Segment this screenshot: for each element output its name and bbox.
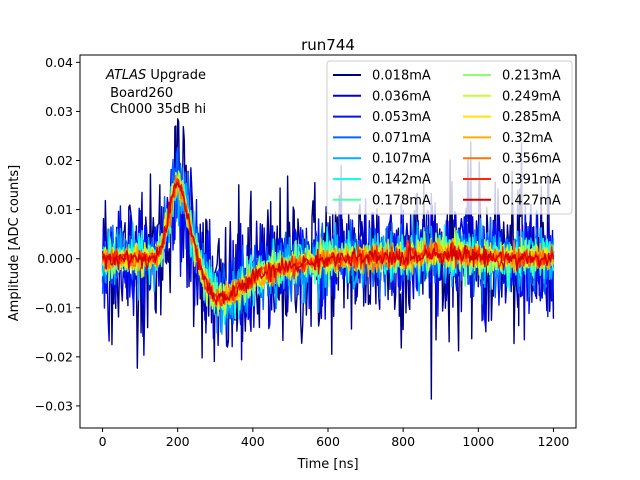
legend-item: 0.32mA bbox=[463, 131, 553, 146]
x-axis-label: Time [ns] bbox=[296, 457, 358, 472]
legend-label: 0.213mA bbox=[502, 69, 561, 84]
series-line-0.427mA bbox=[101, 181, 555, 306]
x-tick-label: 0 bbox=[99, 434, 107, 449]
y-axis-label: Amplitude [ADC counts] bbox=[7, 165, 22, 321]
annotation-atlas: ATLAS bbox=[105, 68, 146, 83]
legend-item: 0.053mA bbox=[333, 110, 431, 125]
y-tick-label: 0.02 bbox=[45, 153, 73, 168]
legend-label: 0.391mA bbox=[502, 173, 561, 188]
chart-title: run744 bbox=[301, 36, 355, 54]
legend-label: 0.107mA bbox=[372, 152, 431, 167]
legend-item: 0.036mA bbox=[333, 89, 431, 104]
legend-label: 0.018mA bbox=[372, 69, 431, 84]
legend-item: 0.107mA bbox=[333, 152, 431, 167]
x-tick-label: 1200 bbox=[538, 434, 570, 449]
y-tick-label: 0.04 bbox=[45, 55, 73, 70]
y-tick-label: −0.02 bbox=[35, 349, 73, 364]
x-tick-label: 600 bbox=[316, 434, 340, 449]
legend-item: 0.071mA bbox=[333, 131, 431, 146]
y-tick-label: 0.000 bbox=[37, 251, 73, 266]
legend-item: 0.427mA bbox=[463, 193, 561, 208]
legend-item: 0.178mA bbox=[333, 193, 431, 208]
annotation-upgrade: Upgrade bbox=[146, 68, 206, 83]
y-axis: −0.03 −0.02 −0.01 0.000 0.01 0.02 0.03 0.04 bbox=[35, 55, 80, 413]
legend-item: 0.249mA bbox=[463, 89, 561, 104]
atlas-annotation: ATLAS Upgrade Board260 Ch000 35dB hi bbox=[105, 68, 206, 117]
series-line-0.32mA bbox=[101, 179, 555, 308]
legend-label: 0.036mA bbox=[372, 89, 431, 104]
x-tick-label: 400 bbox=[241, 434, 265, 449]
legend-label: 0.249mA bbox=[502, 89, 561, 104]
annotation-line-2: Board260 bbox=[106, 86, 173, 101]
legend-label: 0.071mA bbox=[372, 131, 431, 146]
x-tick-label: 1000 bbox=[462, 434, 494, 449]
legend-item: 0.391mA bbox=[463, 173, 561, 188]
legend-item: 0.018mA bbox=[333, 69, 431, 84]
x-axis: 0 200 400 600 800 1000 1200 bbox=[99, 428, 570, 449]
legend-label: 0.32mA bbox=[502, 131, 553, 146]
legend-label: 0.142mA bbox=[372, 173, 431, 188]
legend-label: 0.178mA bbox=[372, 193, 431, 208]
legend-label: 0.285mA bbox=[502, 110, 561, 125]
y-tick-label: −0.01 bbox=[35, 300, 73, 315]
legend-item: 0.285mA bbox=[463, 110, 561, 125]
x-tick-label: 200 bbox=[166, 434, 190, 449]
y-tick-label: 0.01 bbox=[45, 202, 73, 217]
series-layer bbox=[101, 118, 555, 400]
legend-item: 0.142mA bbox=[333, 173, 431, 188]
legend: 0.018mA 0.036mA 0.053mA 0.071mA 0.107mA 0.142… bbox=[326, 60, 573, 215]
y-tick-label: 0.03 bbox=[45, 104, 73, 119]
legend-label: 0.356mA bbox=[502, 152, 561, 167]
legend-item: 0.356mA bbox=[463, 152, 561, 167]
legend-item: 0.213mA bbox=[463, 69, 561, 84]
y-tick-label: −0.03 bbox=[35, 398, 73, 413]
annotation-line-1: ATLAS Upgrade bbox=[105, 68, 206, 83]
annotation-line-3: Ch000 35dB hi bbox=[106, 102, 206, 117]
x-tick-label: 800 bbox=[391, 434, 415, 449]
legend-label: 0.427mA bbox=[502, 193, 561, 208]
legend-box bbox=[326, 60, 573, 215]
legend-label: 0.053mA bbox=[372, 110, 431, 125]
